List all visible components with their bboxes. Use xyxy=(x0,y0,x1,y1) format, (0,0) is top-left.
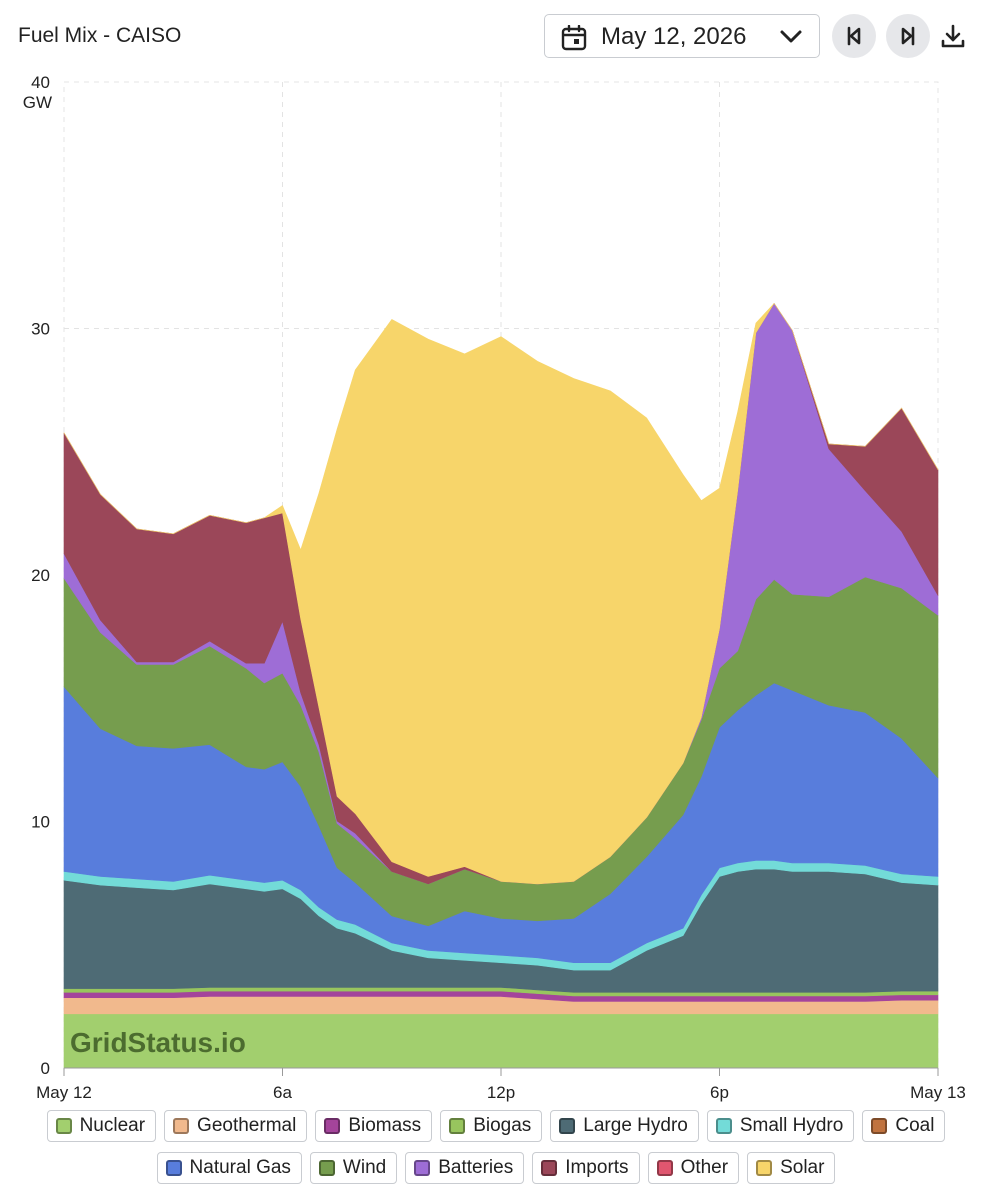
previous-day-button[interactable] xyxy=(832,14,876,58)
download-icon xyxy=(941,24,965,48)
legend-item-large-hydro[interactable]: Large Hydro xyxy=(550,1110,699,1142)
legend-swatch xyxy=(656,1160,673,1176)
triangle-right-icon xyxy=(901,26,915,46)
y-tick-label: 30 xyxy=(31,320,50,339)
legend-label: Batteries xyxy=(438,1157,514,1178)
legend-swatch xyxy=(541,1160,558,1176)
legend-label: Biomass xyxy=(348,1115,422,1136)
area-solar xyxy=(63,303,939,885)
legend-item-small-hydro[interactable]: Small Hydro xyxy=(706,1110,855,1142)
x-tick-label: 6p xyxy=(710,1083,729,1102)
y-unit-label: GW xyxy=(23,93,52,112)
y-tick-label: 20 xyxy=(31,566,50,585)
legend-label: Wind xyxy=(342,1157,387,1178)
legend-swatch xyxy=(318,1160,335,1176)
legend-item-geothermal[interactable]: Geothermal xyxy=(164,1110,308,1142)
legend-item-batteries[interactable]: Batteries xyxy=(405,1152,525,1184)
legend-label: Small Hydro xyxy=(739,1115,844,1136)
x-tick-label: 12p xyxy=(487,1083,515,1102)
calendar-icon xyxy=(561,25,587,51)
download-button[interactable] xyxy=(938,22,968,52)
triangle-left-icon xyxy=(847,26,861,46)
header: Fuel Mix - CAISO May 12, 2026 xyxy=(0,0,992,76)
legend-label: Geothermal xyxy=(197,1115,297,1136)
legend-swatch xyxy=(55,1118,72,1134)
legend-label: Solar xyxy=(780,1157,825,1178)
y-tick-label: 40 xyxy=(31,73,50,92)
chevron-down-icon xyxy=(780,30,802,43)
y-tick-label: 10 xyxy=(31,813,50,832)
legend-label: Imports xyxy=(565,1157,629,1178)
legend-swatch xyxy=(449,1118,466,1134)
page-title: Fuel Mix - CAISO xyxy=(18,24,182,47)
legend-swatch xyxy=(559,1118,576,1134)
legend-item-coal[interactable]: Coal xyxy=(862,1110,946,1142)
legend-row: Natural Gas Wind Batteries Imports Other Sola… xyxy=(0,1152,992,1184)
legend-row: Nuclear Geothermal Biomass Biogas Large Hydr… xyxy=(0,1110,992,1142)
legend-swatch xyxy=(324,1118,341,1134)
next-day-button[interactable] xyxy=(886,14,930,58)
legend-label: Natural Gas xyxy=(189,1157,291,1178)
date-picker[interactable]: May 12, 2026 xyxy=(544,14,820,58)
legend-item-solar[interactable]: Solar xyxy=(747,1152,836,1184)
legend-label: Other xyxy=(680,1157,729,1178)
legend-label: Nuclear xyxy=(79,1115,146,1136)
legend-item-biogas[interactable]: Biogas xyxy=(440,1110,543,1142)
legend-swatch xyxy=(414,1160,431,1176)
legend: Nuclear Geothermal Biomass Biogas Large Hydr… xyxy=(0,1110,992,1194)
x-tick-label: May 13 xyxy=(910,1083,966,1102)
x-tick-label: May 12 xyxy=(36,1083,92,1102)
watermark-logo: GridStatus.io xyxy=(70,1027,246,1058)
legend-item-nuclear[interactable]: Nuclear xyxy=(46,1110,157,1142)
legend-item-wind[interactable]: Wind xyxy=(309,1152,398,1184)
legend-label: Coal xyxy=(895,1115,935,1136)
date-value: May 12, 2026 xyxy=(601,23,747,50)
legend-swatch xyxy=(756,1160,773,1176)
legend-item-biomass[interactable]: Biomass xyxy=(315,1110,433,1142)
legend-label: Large Hydro xyxy=(583,1115,688,1136)
legend-swatch xyxy=(173,1118,190,1134)
legend-swatch xyxy=(715,1118,732,1134)
legend-item-natural-gas[interactable]: Natural Gas xyxy=(156,1152,302,1184)
x-tick-label: 6a xyxy=(273,1083,292,1102)
legend-item-imports[interactable]: Imports xyxy=(532,1152,640,1184)
legend-label: Biogas xyxy=(473,1115,532,1136)
y-tick-label: 0 xyxy=(41,1059,50,1078)
legend-item-other[interactable]: Other xyxy=(647,1152,740,1184)
legend-swatch xyxy=(165,1160,182,1176)
legend-swatch xyxy=(871,1118,888,1134)
